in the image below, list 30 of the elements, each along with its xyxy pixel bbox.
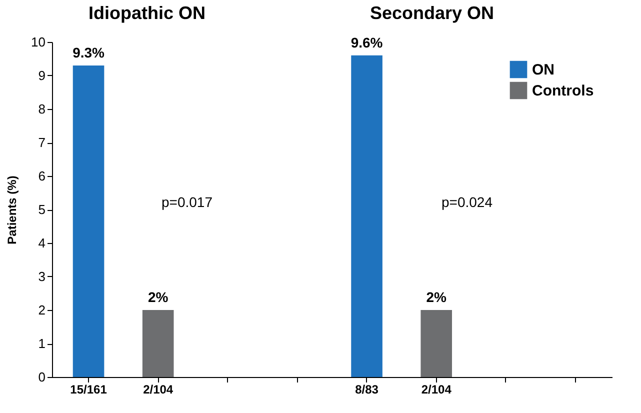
y-tick-label: 3	[38, 269, 46, 284]
x-tick-label: 15/161	[70, 382, 108, 396]
y-tick-label: 9	[38, 68, 46, 83]
x-tick-label: 2/104	[421, 382, 452, 396]
bar	[72, 65, 104, 377]
bar	[420, 310, 452, 377]
data-label: 9.6%	[350, 34, 384, 50]
legend-label: Controls	[532, 82, 594, 100]
y-tick-label: 6	[38, 168, 46, 184]
legend-label: ON	[532, 62, 554, 78]
y-tick-label: 10	[31, 34, 46, 50]
y-axis-title: Patients (%)	[5, 176, 20, 244]
text: Secondary ON	[370, 3, 494, 23]
y-tick-label: 8	[38, 102, 46, 116]
y-tick-label: 0	[38, 370, 46, 384]
y-tick-label: 2	[38, 302, 46, 318]
x-tick-label: 8/83	[355, 382, 379, 396]
y-tick-label: 1	[38, 336, 46, 351]
data-label: 2%	[148, 289, 169, 305]
data-label: 9.3%	[72, 44, 106, 60]
x-tick-label: 2/104	[143, 382, 174, 396]
bar	[351, 55, 382, 377]
text: Idiopathic ON	[88, 3, 206, 23]
y-tick-label: 5	[38, 202, 46, 217]
y-tick-label: 4	[38, 236, 46, 250]
y-tick-label: 7	[38, 135, 46, 150]
annotation: p=0.017	[162, 194, 213, 210]
bar	[142, 310, 174, 377]
annotation: p=0.024	[442, 194, 493, 210]
data-label: 2%	[426, 289, 448, 305]
